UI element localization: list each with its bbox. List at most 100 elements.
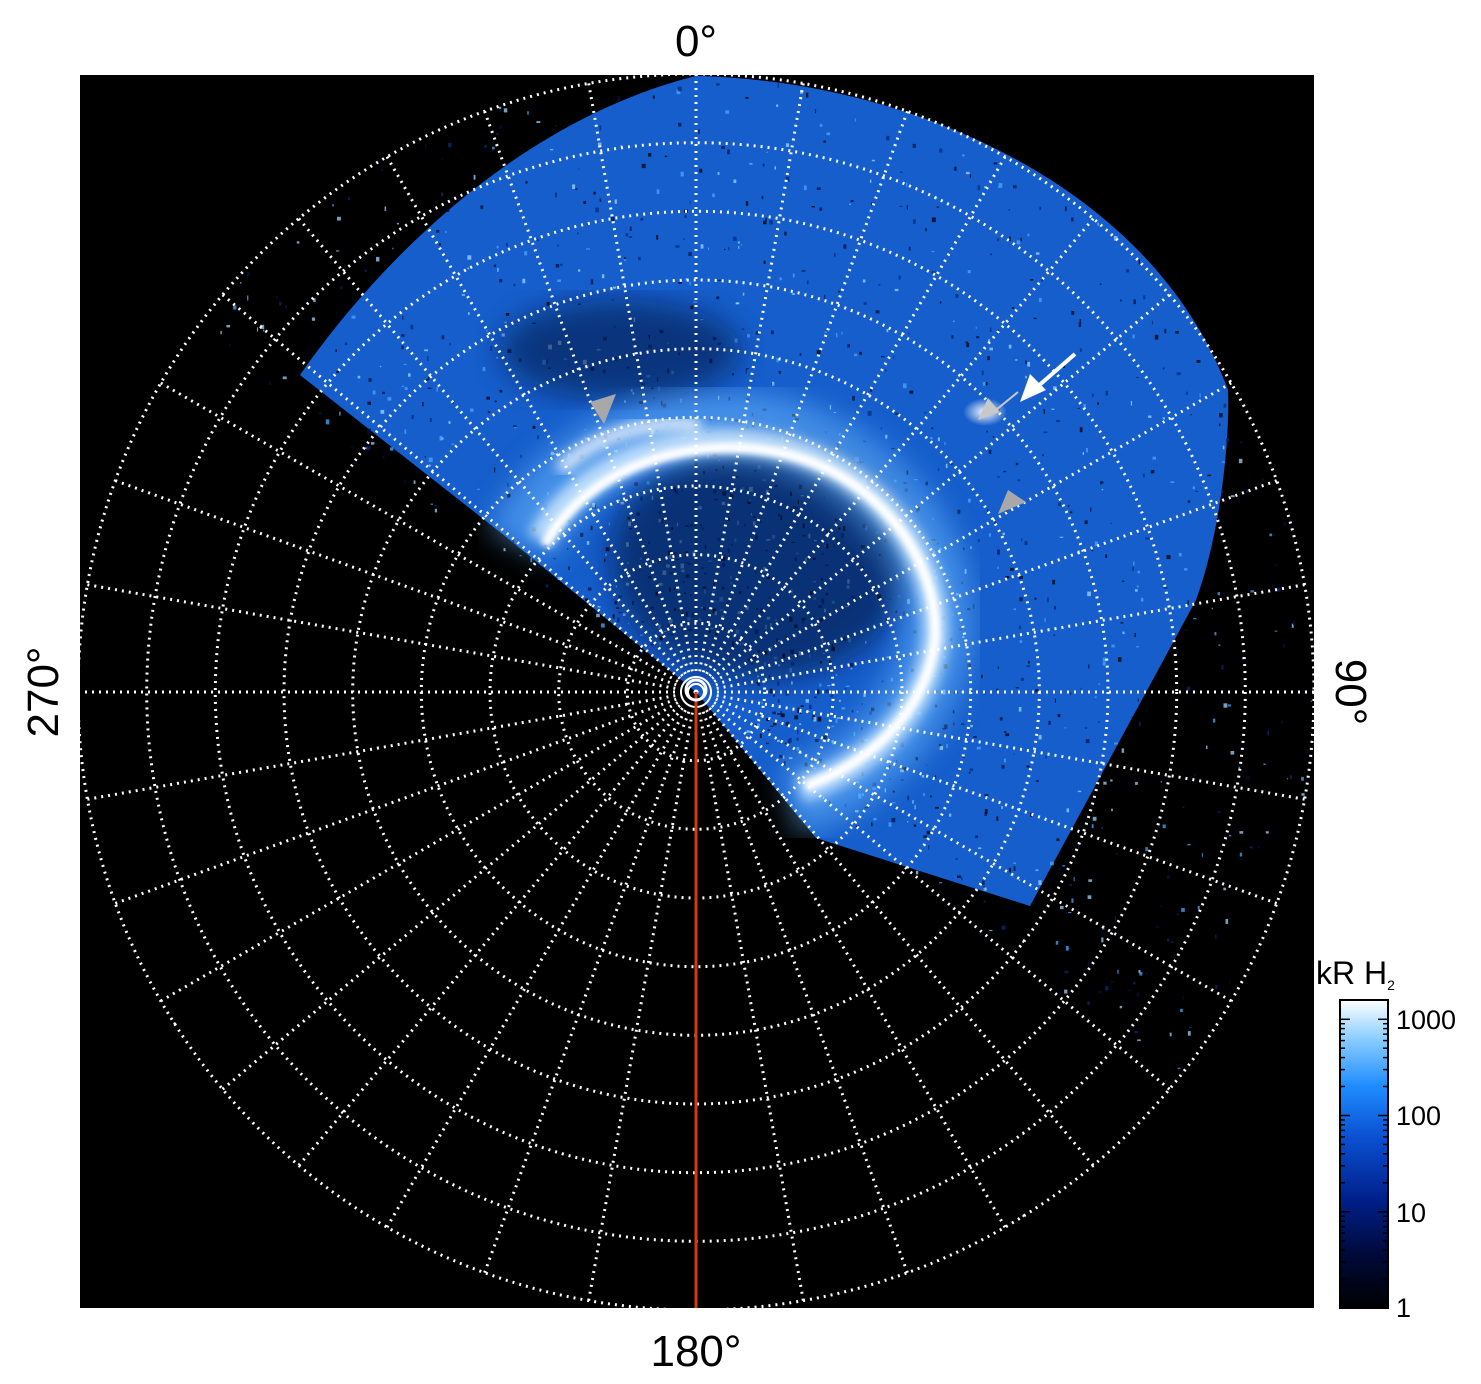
speckle xyxy=(390,447,394,451)
speckle xyxy=(1087,1001,1090,1005)
speckle xyxy=(699,168,703,173)
speckle xyxy=(755,331,760,335)
speckle xyxy=(1098,683,1101,685)
speckle xyxy=(413,480,416,484)
latitude-ring xyxy=(557,553,835,831)
speckle xyxy=(1136,377,1139,378)
speckle xyxy=(997,666,999,669)
speckle xyxy=(836,717,841,719)
speckle xyxy=(1050,861,1054,866)
speckle xyxy=(1239,852,1243,857)
speckle xyxy=(587,587,592,591)
speckle xyxy=(293,269,296,274)
speckle xyxy=(728,209,730,211)
speckle xyxy=(426,378,429,381)
speckle xyxy=(1057,868,1062,871)
speckle xyxy=(1266,871,1270,873)
speckle xyxy=(1182,996,1184,1000)
speckle xyxy=(445,209,450,212)
speckle xyxy=(1003,731,1007,733)
speckle xyxy=(987,508,989,513)
speckle xyxy=(364,269,367,272)
speckle xyxy=(819,123,823,127)
speckle xyxy=(617,617,620,623)
longitude-spoke xyxy=(160,381,697,694)
speckle xyxy=(801,270,806,272)
longitude-spoke xyxy=(694,110,909,693)
speckle xyxy=(931,271,936,274)
speckle xyxy=(1048,720,1051,725)
speckle xyxy=(1099,780,1104,785)
speckle xyxy=(1120,299,1122,302)
speckle xyxy=(634,482,638,486)
speckle xyxy=(1067,505,1070,507)
speckle xyxy=(527,111,529,115)
speckle xyxy=(351,315,356,319)
speckle xyxy=(590,279,594,285)
speckle xyxy=(503,108,508,113)
speckle xyxy=(680,171,684,177)
speckle xyxy=(506,243,508,247)
speckle xyxy=(1044,617,1046,623)
speckle xyxy=(930,437,933,440)
longitude-spoke xyxy=(114,479,697,694)
speckle xyxy=(1137,1039,1141,1042)
speckle xyxy=(838,699,841,702)
speckle xyxy=(961,877,963,881)
speckle xyxy=(501,333,505,337)
speckle xyxy=(1060,905,1064,910)
speckle xyxy=(689,281,691,286)
speckle xyxy=(532,425,536,429)
speckle xyxy=(1090,507,1092,512)
speckle xyxy=(1003,470,1007,473)
speckle xyxy=(825,689,829,694)
speckle xyxy=(1064,727,1066,729)
speckle xyxy=(1030,812,1032,817)
speckle xyxy=(1132,334,1135,339)
arrowhead-gray-upper-right xyxy=(978,398,1000,420)
speckle xyxy=(966,342,970,348)
speckle xyxy=(936,206,940,208)
speckle xyxy=(1018,707,1022,712)
longitude-spoke xyxy=(114,690,697,905)
speckle xyxy=(1079,319,1081,323)
speckle xyxy=(843,244,847,249)
speckle xyxy=(620,501,625,505)
speckle xyxy=(1008,209,1010,211)
speckle xyxy=(1119,1005,1123,1009)
speckle xyxy=(794,715,799,720)
speckle xyxy=(1182,806,1185,808)
speckle xyxy=(1145,972,1148,975)
speckle xyxy=(967,270,971,274)
speckle xyxy=(525,181,528,184)
speckle xyxy=(939,148,943,153)
speckle xyxy=(946,743,948,748)
speckle xyxy=(1115,853,1118,855)
speckle xyxy=(1012,307,1015,309)
speckle xyxy=(913,824,917,827)
speckle xyxy=(1122,631,1125,635)
speckle xyxy=(1041,277,1043,282)
speckle xyxy=(557,244,559,247)
speckle xyxy=(813,696,817,699)
speckle xyxy=(439,436,443,441)
speckle xyxy=(296,241,300,244)
speckle xyxy=(260,324,265,329)
speckle xyxy=(1134,782,1136,787)
speckle xyxy=(1155,925,1160,928)
speckle xyxy=(496,133,499,135)
speckle xyxy=(1087,591,1091,597)
speckle xyxy=(1193,773,1197,777)
speckle xyxy=(1071,217,1074,222)
speckle xyxy=(1274,630,1278,632)
speckle xyxy=(912,800,914,804)
longitude-spoke xyxy=(297,691,698,1167)
speckle xyxy=(745,201,749,206)
speckle xyxy=(380,168,384,172)
speckle xyxy=(854,118,856,122)
speckle xyxy=(351,445,354,448)
speckle xyxy=(756,682,759,684)
speckle xyxy=(685,278,688,281)
speckle xyxy=(863,692,866,697)
speckle xyxy=(492,146,495,150)
